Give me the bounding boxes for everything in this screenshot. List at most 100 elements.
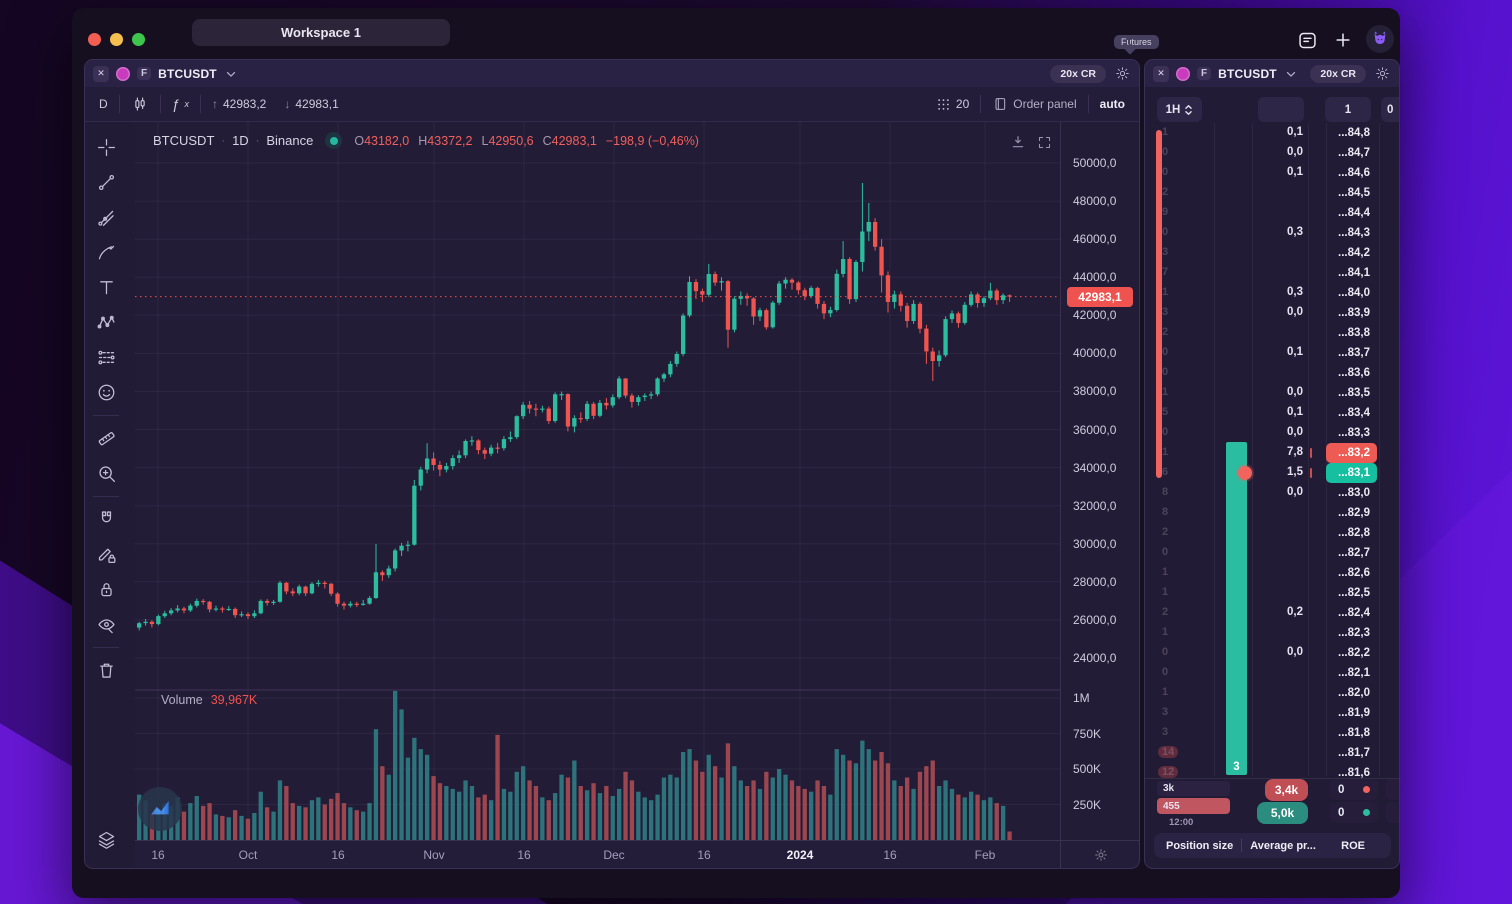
leverage-badge[interactable]: 20x CR [1050,64,1106,83]
dom-row[interactable]: 5 0,1 ...83,4 [1145,403,1399,423]
emoji-tool[interactable] [91,378,121,408]
price-level[interactable]: ...81,8 [1338,727,1370,739]
best-bid-price[interactable]: ...83,1 [1326,463,1377,483]
dom-row[interactable]: 0 0,1 ...84,6 [1145,163,1399,183]
price-level[interactable]: ...82,6 [1338,567,1370,579]
window-close-button[interactable] [88,33,101,46]
price-level[interactable]: ...82,3 [1338,627,1370,639]
dom-row[interactable]: 0 0,3 ...84,3 [1145,223,1399,243]
pattern-xabcd-tool[interactable] [91,308,121,338]
price-level[interactable]: ...84,1 [1338,267,1370,279]
dom-row[interactable]: 1 ...82,3 [1145,623,1399,643]
buy-price[interactable]: ↑ 42983,2 [211,97,267,111]
dom-row[interactable]: 0 ...83,6 [1145,363,1399,383]
dom-row[interactable]: 1 7,8 ...83,2 [1145,443,1399,463]
time-axis[interactable]: 16 Oct 16 Nov 16 Dec 16 2024 16 Feb [135,840,1060,868]
symbol-color-dot[interactable] [1176,66,1190,81]
dom-row[interactable]: 8 ...82,9 [1145,503,1399,523]
workspace-tab[interactable]: Workspace 1 [192,19,450,46]
dom-qty2-input[interactable]: 0 [1381,97,1399,122]
object-tree-tool[interactable] [91,824,121,854]
dom-row[interactable]: 1 0,0 ...83,5 [1145,383,1399,403]
dom-row[interactable]: 2 ...82,8 [1145,523,1399,543]
chevron-down-icon[interactable] [1284,67,1298,81]
candlestick-chart[interactable] [135,122,1060,840]
magnet-tool[interactable] [91,505,121,535]
footer-average-price[interactable]: Average pr... [1250,839,1316,852]
dom-row[interactable]: 0 0,1 ...83,7 [1145,343,1399,363]
sell-counter[interactable]: 0 [1330,779,1378,800]
price-level[interactable]: ...82,7 [1338,547,1370,559]
price-level[interactable]: ...81,9 [1338,707,1370,719]
dom-row[interactable]: 1 0,1 ...84,8 [1145,123,1399,143]
dom-row[interactable]: 3 ...81,8 [1145,723,1399,743]
price-level[interactable]: ...83,5 [1338,387,1370,399]
market-status-icon[interactable] [325,132,343,149]
gear-icon[interactable] [1113,65,1131,83]
dom-row[interactable]: 2 ...83,8 [1145,323,1399,343]
dom-row[interactable]: 2 0,2 ...82,4 [1145,603,1399,623]
price-level[interactable]: ...83,8 [1338,327,1370,339]
measure-tool[interactable] [91,424,121,454]
grid-layout-button[interactable]: 20 [936,97,969,112]
dom-row[interactable]: 0 0,0 ...83,3 [1145,423,1399,443]
price-level[interactable]: ...84,2 [1338,247,1370,259]
hide-drawings-tool[interactable] [91,610,121,640]
dom-row[interactable]: 7 ...84,1 [1145,263,1399,283]
pitchfork-tool[interactable] [91,203,121,233]
price-level[interactable]: ...84,7 [1338,147,1370,159]
dom-row[interactable]: 6 1,5 ...83,1 [1145,463,1399,483]
window-maximize-button[interactable] [132,33,145,46]
price-level[interactable]: ...81,7 [1338,747,1370,759]
drawing-lock-tool[interactable] [91,540,121,570]
price-level[interactable]: ...83,0 [1338,487,1370,499]
symbol-name[interactable]: BTCUSDT [1218,66,1277,81]
footer-roe[interactable]: ROE [1341,839,1365,852]
dom-row[interactable]: 12 ...81,6 [1145,763,1399,778]
lock-all-tool[interactable] [91,575,121,605]
dom-timeframe-stepper[interactable]: 1H [1157,97,1202,122]
fullscreen-icon[interactable] [1033,131,1055,153]
brush-tool[interactable] [91,238,121,268]
order-panel-button[interactable]: Order panel [992,96,1077,112]
price-level[interactable]: ...82,1 [1338,667,1370,679]
price-level[interactable]: ...82,4 [1338,607,1370,619]
price-level[interactable]: ...84,8 [1338,127,1370,139]
price-level[interactable]: ...84,0 [1338,287,1370,299]
dom-row[interactable]: 0 ...82,1 [1145,663,1399,683]
price-level[interactable]: ...82,9 [1338,507,1370,519]
chart-canvas[interactable]: BTCUSDT · 1D · Binance O43182,0 H43372,2… [135,122,1060,868]
buy-counter[interactable]: 0 [1330,802,1378,823]
symbol-color-dot[interactable] [116,66,130,81]
close-icon[interactable]: ✕ [93,65,109,82]
text-tool[interactable] [91,273,121,303]
dom-row[interactable]: 0 ...82,7 [1145,543,1399,563]
footer-position-size[interactable]: Position size [1166,839,1234,852]
dom-row[interactable]: 3 ...81,9 [1145,703,1399,723]
dom-row[interactable]: 3 ...84,2 [1145,243,1399,263]
price-level[interactable]: ...81,6 [1338,767,1370,778]
dom-row[interactable]: 2 ...84,5 [1145,183,1399,203]
dom-row[interactable]: 3 0,0 ...83,9 [1145,303,1399,323]
price-axis[interactable]: 50000,0 48000,0 46000,0 44000,0 42000,0 40000… [1060,122,1139,840]
symbol-name[interactable]: BTCUSDT [158,66,217,81]
price-level[interactable]: ...84,4 [1338,207,1370,219]
buy-total-badge[interactable]: 5,0k [1257,802,1308,824]
candle-style-button[interactable] [131,95,149,113]
dom-row[interactable]: 0 0,0 ...84,7 [1145,143,1399,163]
price-ladder[interactable]: 1 0,1 ...84,8 0 0,0 ...84,7 0 0,1 ...84,6 2 ...84,… [1145,123,1399,778]
gear-icon[interactable] [1094,848,1108,862]
new-tab-icon[interactable] [1330,27,1356,53]
price-level[interactable]: ...82,0 [1338,687,1370,699]
dom-row[interactable]: 8 0,0 ...83,0 [1145,483,1399,503]
price-level[interactable]: ...83,6 [1338,367,1370,379]
trend-line-tool[interactable] [91,168,121,198]
sell-price[interactable]: ↓ 42983,1 [284,97,339,111]
dom-row[interactable]: 1 ...82,5 [1145,583,1399,603]
dom-row[interactable]: 1 ...82,0 [1145,683,1399,703]
price-level[interactable]: ...83,3 [1338,427,1370,439]
price-level[interactable]: ...84,6 [1338,167,1370,179]
dom-row[interactable]: 1 0,3 ...84,0 [1145,283,1399,303]
leverage-badge[interactable]: 20x CR [1310,64,1366,83]
